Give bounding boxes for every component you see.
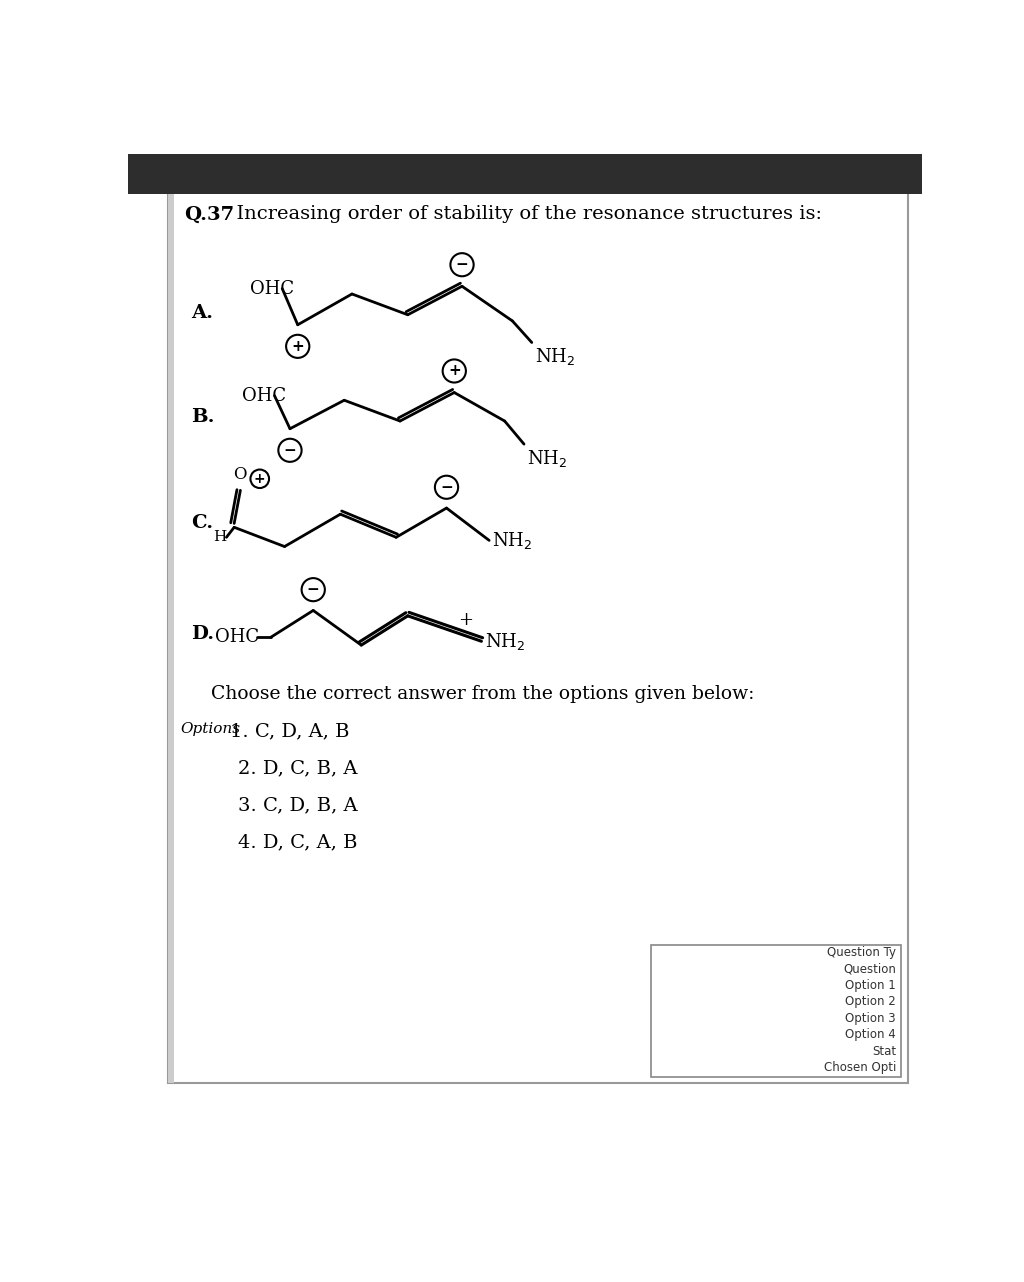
Text: A.: A. [191, 304, 214, 322]
Text: C.: C. [191, 514, 214, 532]
Text: 1. C, D, A, B: 1. C, D, A, B [180, 722, 349, 740]
FancyBboxPatch shape [168, 178, 174, 1083]
Text: NH$_2$: NH$_2$ [527, 447, 567, 469]
Text: Stat: Stat [871, 1045, 896, 1058]
Circle shape [279, 438, 302, 462]
Text: OHC: OHC [242, 387, 286, 405]
Text: Options: Options [180, 722, 240, 736]
Text: Increasing order of stability of the resonance structures is:: Increasing order of stability of the res… [224, 205, 822, 223]
Text: −: − [307, 582, 319, 597]
Text: B.: B. [191, 408, 215, 426]
Circle shape [286, 335, 309, 358]
Text: O: O [233, 465, 247, 482]
Text: −: − [440, 479, 453, 495]
Text: D.: D. [191, 624, 215, 642]
Circle shape [302, 578, 325, 601]
Text: Option 2: Option 2 [845, 995, 896, 1008]
Text: Option 3: Option 3 [846, 1011, 896, 1024]
Text: Question Ty: Question Ty [827, 946, 896, 959]
Text: Q.37: Q.37 [183, 205, 233, 223]
Text: −: − [456, 258, 468, 272]
Text: 2. D, C, B, A: 2. D, C, B, A [238, 759, 357, 777]
Text: OHC: OHC [215, 628, 259, 646]
Text: −: − [284, 442, 296, 458]
Text: Chosen Opti: Chosen Opti [823, 1061, 896, 1074]
Text: +: + [459, 610, 473, 628]
Text: Option 4: Option 4 [845, 1028, 896, 1041]
Text: NH$_2$: NH$_2$ [485, 631, 525, 651]
Circle shape [251, 469, 269, 488]
Text: +: + [254, 472, 265, 486]
Text: +: + [292, 338, 304, 354]
Circle shape [435, 476, 458, 499]
Circle shape [442, 359, 466, 382]
Text: 4. D, C, A, B: 4. D, C, A, B [238, 833, 357, 851]
FancyBboxPatch shape [651, 945, 901, 1077]
Text: H: H [213, 531, 226, 545]
Text: 3. C, D, B, A: 3. C, D, B, A [238, 796, 357, 814]
Text: NH$_2$: NH$_2$ [493, 529, 532, 551]
Text: Option 1: Option 1 [845, 978, 896, 992]
FancyBboxPatch shape [168, 178, 908, 1083]
Text: Choose the correct answer from the options given below:: Choose the correct answer from the optio… [211, 685, 755, 703]
Text: +: + [447, 364, 461, 378]
Text: Question: Question [843, 962, 896, 976]
Circle shape [451, 253, 474, 276]
Text: OHC: OHC [250, 279, 294, 297]
FancyBboxPatch shape [128, 154, 922, 194]
Text: NH$_2$: NH$_2$ [535, 346, 575, 368]
